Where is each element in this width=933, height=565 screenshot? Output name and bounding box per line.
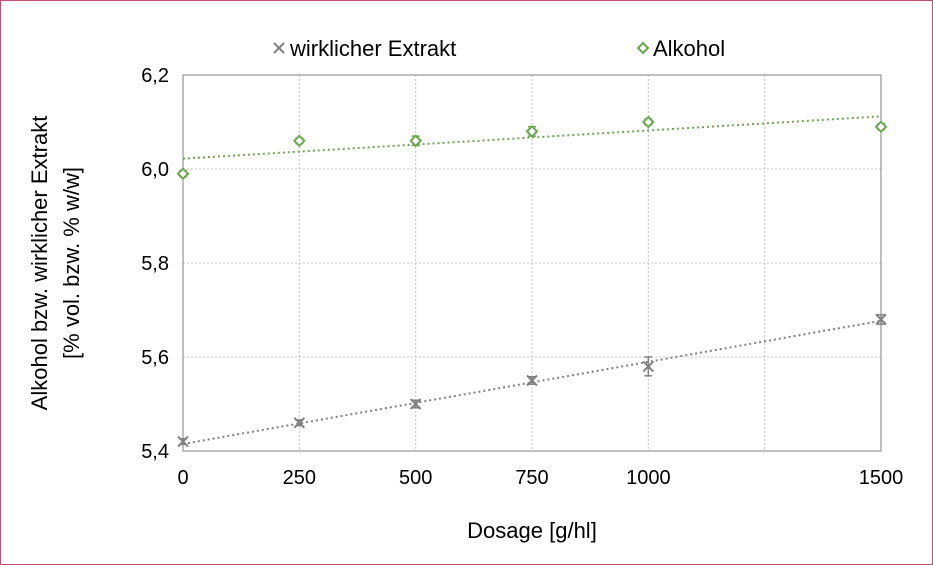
x-tick-label: 0 [177,467,188,489]
trendlines [182,115,882,445]
y-tick-labels: 5,4 5,6 5,8 6,0 6,2 [141,65,169,463]
y-tick-label: 6,2 [141,65,169,87]
legend: wirklicher Extrakt Alkohol [273,36,725,61]
x-tick-label: 1500 [859,467,904,489]
legend-marker-extrakt [273,42,285,54]
y-axis-title-line-1: Alkohol bzw. wirklicher Extrakt [27,116,52,411]
data-point-alkohol [292,134,306,148]
data-point-alkohol [874,120,888,134]
legend-label-extrakt: wirklicher Extrakt [289,36,456,61]
x-tick-labels: 0 250 500 750 1000 1500 [177,467,903,489]
trendline-extrakt [182,319,882,445]
legend-label-alkohol: Alkohol [653,36,725,61]
data-point-extrakt [642,360,655,373]
data-point-alkohol [409,134,423,148]
plot-area [182,74,882,452]
markers [176,115,888,448]
data-point-extrakt [293,417,306,429]
data-point-alkohol [641,115,655,129]
legend-entry-alkohol: Alkohol [636,36,725,61]
data-point-extrakt [409,398,422,410]
legend-entry-extrakt: wirklicher Extrakt [273,36,456,61]
y-axis-title: Alkohol bzw. wirklicher Extrakt [% vol. … [27,116,84,411]
x-tick-label: 750 [515,467,548,489]
x-axis-title: Dosage [g/hl] [467,518,597,543]
trendline-alkohol [182,115,882,160]
y-tick-label: 5,4 [141,441,169,463]
x-tick-label: 1000 [626,467,671,489]
x-tick-label: 500 [399,467,432,489]
y-axis-title-line-2: [% vol. bzw. % w/w] [59,167,84,359]
data-point-extrakt [875,313,887,326]
y-tick-label: 5,6 [141,347,169,369]
data-point-alkohol [176,167,190,181]
data-point-alkohol [525,124,539,138]
legend-marker-diamond [636,41,650,55]
data-point-extrakt [177,435,189,448]
y-tick-label: 5,8 [141,253,169,275]
y-tick-label: 6,0 [141,159,169,181]
x-tick-label: 250 [283,467,316,489]
data-point-extrakt [526,374,538,387]
legend-marker-alkohol [636,41,650,55]
legend-marker-x [273,42,285,54]
